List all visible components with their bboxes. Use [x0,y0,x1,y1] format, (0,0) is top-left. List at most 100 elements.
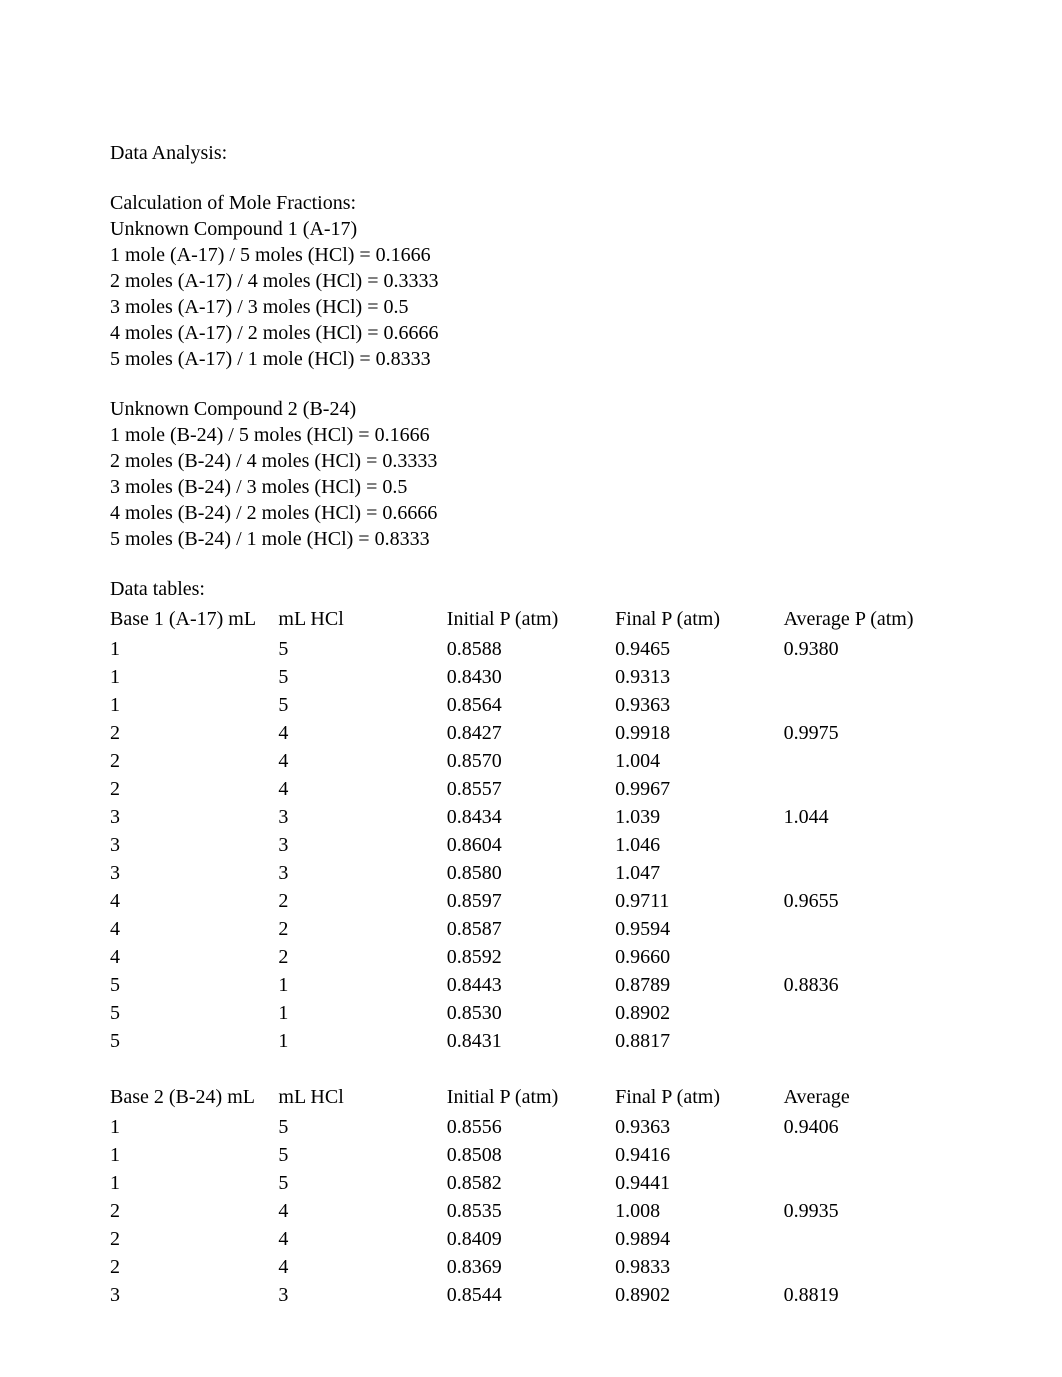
table-row: 150.84300.9313 [110,664,952,692]
cell-hcl: 3 [278,804,446,832]
cell-base: 1 [110,1114,278,1142]
cell-base: 3 [110,860,278,888]
cell-initial: 0.8530 [447,1000,615,1028]
cell-final: 0.9441 [615,1170,783,1198]
compound1-title: Unknown Compound 1 (A-17) [110,216,952,242]
table-row: 150.85820.9441 [110,1170,952,1198]
cell-final: 0.9313 [615,664,783,692]
cell-avg: 0.8819 [784,1282,952,1310]
cell-hcl: 4 [278,776,446,804]
table-header-row: Base 1 (A-17) mL mL HCl Initial P (atm) … [110,606,952,636]
cell-initial: 0.8580 [447,860,615,888]
cell-base: 1 [110,1170,278,1198]
cell-hcl: 2 [278,944,446,972]
cell-final: 1.047 [615,860,783,888]
cell-initial: 0.8570 [447,748,615,776]
table-row: 330.86041.046 [110,832,952,860]
cell-final: 0.9363 [615,692,783,720]
cell-final: 0.8817 [615,1028,783,1056]
table-row: 420.85920.9660 [110,944,952,972]
cell-initial: 0.8369 [447,1254,615,1282]
cell-base: 1 [110,636,278,664]
cell-final: 0.8789 [615,972,783,1000]
col-header-initial: Initial P (atm) [447,1084,615,1114]
cell-initial: 0.8508 [447,1142,615,1170]
cell-initial: 0.8443 [447,972,615,1000]
cell-initial: 0.8597 [447,888,615,916]
cell-avg [784,776,952,804]
cell-avg [784,1254,952,1282]
cell-hcl: 3 [278,1282,446,1310]
cell-hcl: 2 [278,916,446,944]
cell-base: 2 [110,776,278,804]
cell-initial: 0.8430 [447,664,615,692]
cell-hcl: 2 [278,888,446,916]
compound2-line: 1 mole (B-24) / 5 moles (HCl) = 0.1666 [110,422,952,448]
cell-base: 4 [110,888,278,916]
cell-avg: 1.044 [784,804,952,832]
cell-base: 3 [110,804,278,832]
cell-hcl: 5 [278,1114,446,1142]
cell-base: 5 [110,1000,278,1028]
heading-data-analysis: Data Analysis: [110,140,952,166]
cell-base: 2 [110,1198,278,1226]
cell-hcl: 4 [278,720,446,748]
cell-hcl: 5 [278,1170,446,1198]
cell-base: 2 [110,720,278,748]
compound1-line: 2 moles (A-17) / 4 moles (HCl) = 0.3333 [110,268,952,294]
table-row: 330.84341.0391.044 [110,804,952,832]
cell-final: 0.9465 [615,636,783,664]
cell-initial: 0.8427 [447,720,615,748]
table-row: 240.84270.99180.9975 [110,720,952,748]
table-row: 420.85870.9594 [110,916,952,944]
table-header-row: Base 2 (B-24) mL mL HCl Initial P (atm) … [110,1084,952,1114]
cell-avg: 0.9935 [784,1198,952,1226]
col-header-hcl: mL HCl [278,606,446,636]
compound2-line: 3 moles (B-24) / 3 moles (HCl) = 0.5 [110,474,952,500]
data-table-2: Base 2 (B-24) mL mL HCl Initial P (atm) … [110,1084,952,1310]
table-row: 150.85640.9363 [110,692,952,720]
mole-fractions-block: Calculation of Mole Fractions: Unknown C… [110,190,952,372]
cell-base: 2 [110,748,278,776]
cell-hcl: 4 [278,1198,446,1226]
cell-avg [784,664,952,692]
cell-initial: 0.8604 [447,832,615,860]
cell-base: 1 [110,1142,278,1170]
cell-final: 0.8902 [615,1000,783,1028]
cell-base: 4 [110,944,278,972]
cell-hcl: 4 [278,1254,446,1282]
cell-initial: 0.8434 [447,804,615,832]
table-row: 510.84310.8817 [110,1028,952,1056]
cell-hcl: 1 [278,1028,446,1056]
cell-final: 0.9711 [615,888,783,916]
cell-avg [784,748,952,776]
col-header-hcl: mL HCl [278,1084,446,1114]
compound2-line: 4 moles (B-24) / 2 moles (HCl) = 0.6666 [110,500,952,526]
table-row: 150.85560.93630.9406 [110,1114,952,1142]
col-header-avg: Average [784,1084,952,1114]
compound1-line: 3 moles (A-17) / 3 moles (HCl) = 0.5 [110,294,952,320]
cell-initial: 0.8587 [447,916,615,944]
cell-final: 0.9594 [615,916,783,944]
cell-final: 0.9967 [615,776,783,804]
table-row: 240.85701.004 [110,748,952,776]
cell-base: 5 [110,1028,278,1056]
table-row: 510.84430.87890.8836 [110,972,952,1000]
compound1-line: 5 moles (A-17) / 1 mole (HCl) = 0.8333 [110,346,952,372]
cell-base: 1 [110,692,278,720]
cell-initial: 0.8431 [447,1028,615,1056]
cell-base: 2 [110,1254,278,1282]
cell-avg [784,1028,952,1056]
table-row: 150.85880.94650.9380 [110,636,952,664]
cell-final: 1.004 [615,748,783,776]
compound2-line: 2 moles (B-24) / 4 moles (HCl) = 0.3333 [110,448,952,474]
cell-final: 0.9833 [615,1254,783,1282]
cell-hcl: 4 [278,1226,446,1254]
cell-hcl: 1 [278,972,446,1000]
table-row: 330.85440.89020.8819 [110,1282,952,1310]
cell-avg: 0.9380 [784,636,952,664]
cell-base: 2 [110,1226,278,1254]
col-header-base: Base 2 (B-24) mL [110,1084,278,1114]
compound1-line: 4 moles (A-17) / 2 moles (HCl) = 0.6666 [110,320,952,346]
cell-final: 0.9660 [615,944,783,972]
